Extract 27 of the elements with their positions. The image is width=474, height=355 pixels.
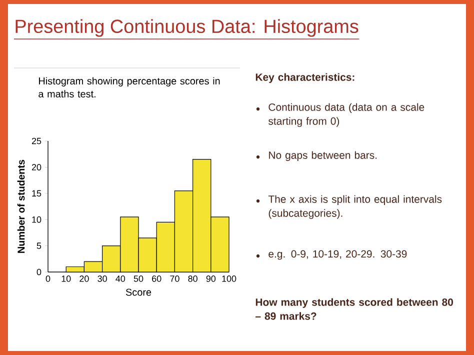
x-tick-label: 20 (80, 276, 89, 282)
x-tick-label: 90 (206, 276, 216, 282)
x-tick-label: 10 (62, 276, 71, 282)
chart-title: Presenting Continuous Data: Histograms (16, 19, 358, 37)
x-tick-label: 40 (116, 276, 126, 282)
x-tick-label: 0 (46, 276, 50, 282)
text: Continuous data (data on a scale starting from 0) (268, 103, 424, 127)
chart-subtitle: Histogram showing percentage scores in a maths test. (38, 77, 220, 98)
text: No gaps between bars. (269, 151, 377, 161)
y-tick-label: 5 (36, 242, 42, 249)
text: How many students scored between 80 – 89 marks? (256, 298, 453, 320)
x-tick-label: 70 (170, 276, 180, 282)
text: Key characteristics: (256, 73, 354, 83)
y-tick-label: 20 (32, 164, 42, 170)
text: The x axis is split into equal intervals (subcategories). (268, 195, 442, 219)
y-tick-label: 0 (36, 268, 42, 276)
x-axis-title: Score (126, 288, 152, 296)
y-tick-label: 10 (32, 216, 42, 223)
x-tick-label: 50 (134, 276, 144, 282)
y-tick-label: 25 (32, 138, 42, 144)
x-tick-label: 100 (222, 276, 236, 282)
text: e.g. 0-9, 10-19, 20-29. 30-39 (268, 250, 407, 260)
y-axis-title: Number of students (17, 160, 25, 253)
y-tick-label: 15 (32, 190, 42, 197)
x-tick-label: 60 (152, 276, 162, 282)
x-tick-label: 80 (188, 276, 198, 282)
x-tick-label: 30 (98, 276, 107, 282)
